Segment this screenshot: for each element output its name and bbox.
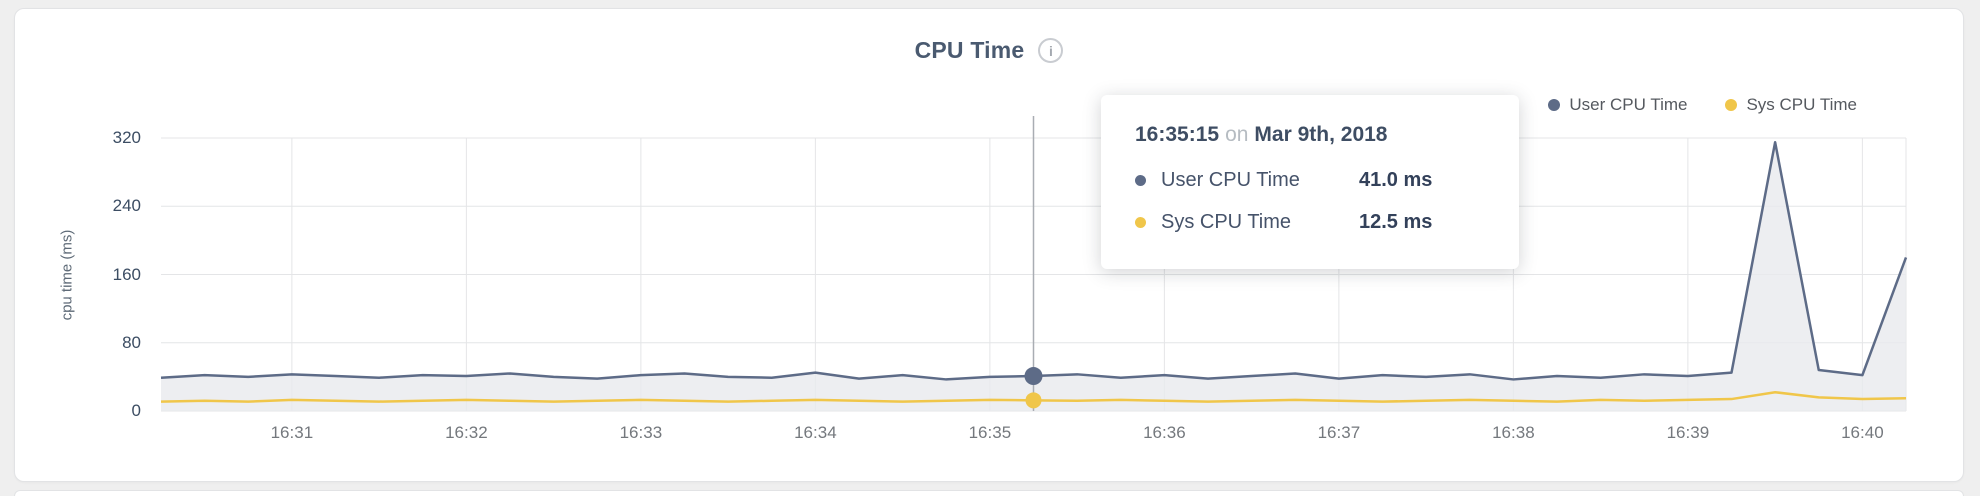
y-tick-label: 320 [112,128,141,147]
x-axis-ticks: 16:31 16:32 16:33 16:34 16:35 16:36 16:37 16:38… [161,411,1906,451]
x-tick-label: 16:34 [794,423,837,442]
tooltip-connector: on [1225,123,1249,146]
tooltip-label-sys: Sys CPU Time [1161,211,1292,233]
tooltip-row-user: User CPU Time 41.0 ms [1135,165,1485,195]
legend-dot-sys [1725,99,1738,111]
x-tick-label: 16:37 [1317,423,1361,442]
x-tick-label: 16:31 [270,423,314,442]
x-tick-label: 16:32 [445,423,488,442]
tooltip-dot-user [1135,174,1146,186]
legend: User CPU Time Sys CPU Time [1548,95,1857,115]
plot-area[interactable] [160,116,1908,412]
info-icon[interactable]: i [1038,38,1064,63]
card-header: CPU Time i [15,37,1963,64]
tooltip-row-sys: Sys CPU Time 12.5 ms [1135,207,1485,237]
x-tick-label: 16:33 [619,423,663,442]
hover-dot-sys [1025,392,1042,409]
y-axis-ticks: 0 80 160 240 320 [15,128,151,420]
hover-dot-user [1024,367,1043,386]
legend-dot-user [1548,99,1561,111]
tooltip-label-user: User CPU Time [1161,169,1300,191]
x-tick-label: 16:38 [1492,423,1535,442]
tooltip-value-user: 41.0 ms [1359,169,1433,191]
legend-label-user: User CPU Time [1569,95,1688,114]
chart-tooltip: 16:35:15 on Mar 9th, 2018 User CPU Time 41… [1101,95,1519,269]
tooltip-date: Mar 9th, 2018 [1254,123,1388,146]
legend-item-sys-cpu-time[interactable]: Sys CPU Time [1725,95,1857,115]
legend-label-sys: Sys CPU Time [1746,95,1857,114]
tooltip-header: 16:35:15 on Mar 9th, 2018 [1135,123,1485,147]
x-tick-label: 16:36 [1143,423,1186,442]
chart-card: CPU Time i User CPU Time Sys CPU Time cp… [14,8,1964,482]
next-card-top-edge [14,490,1964,496]
tooltip-dot-sys [1135,216,1146,228]
tooltip-value-sys: 12.5 ms [1359,211,1433,233]
y-tick-label: 240 [112,196,141,216]
tooltip-time: 16:35:15 [1135,123,1220,146]
x-tick-label: 16:40 [1841,423,1884,442]
user-cpu-area [161,142,1906,411]
y-tick-label: 0 [131,401,141,420]
chart-title: CPU Time [914,37,1025,63]
x-tick-label: 16:39 [1666,423,1710,442]
legend-item-user-cpu-time[interactable]: User CPU Time [1548,95,1687,115]
chart-canvas[interactable] [160,116,1908,412]
x-tick-label: 16:35 [968,423,1012,442]
y-tick-label: 80 [122,332,141,352]
y-tick-label: 160 [112,264,141,284]
